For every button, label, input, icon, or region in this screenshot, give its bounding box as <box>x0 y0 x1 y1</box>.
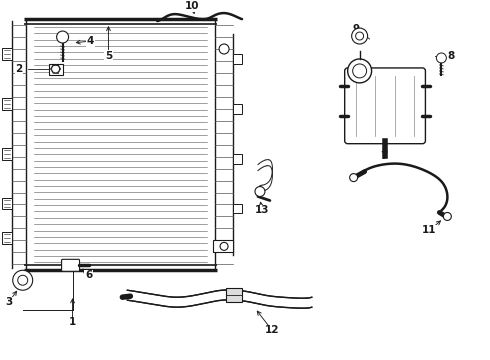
Text: 9: 9 <box>352 24 359 34</box>
Text: 11: 11 <box>422 225 437 235</box>
Text: 6: 6 <box>85 270 92 280</box>
Text: 1: 1 <box>69 317 76 327</box>
Bar <box>2 233 12 244</box>
Bar <box>213 240 233 252</box>
Text: 10: 10 <box>185 1 199 11</box>
Text: 12: 12 <box>265 325 279 335</box>
Text: 13: 13 <box>255 206 269 216</box>
Text: 5: 5 <box>105 51 112 61</box>
Circle shape <box>18 275 28 285</box>
Circle shape <box>353 64 367 78</box>
Circle shape <box>57 31 69 43</box>
Circle shape <box>350 174 358 181</box>
Text: 4: 4 <box>87 36 94 46</box>
Text: 8: 8 <box>448 51 455 61</box>
Bar <box>233 154 242 164</box>
Circle shape <box>348 59 371 83</box>
FancyBboxPatch shape <box>62 259 79 271</box>
Circle shape <box>219 44 229 54</box>
Circle shape <box>443 212 451 220</box>
FancyBboxPatch shape <box>344 68 425 144</box>
Text: 7: 7 <box>380 150 387 161</box>
Bar <box>2 98 12 110</box>
Bar <box>2 148 12 159</box>
Bar <box>2 48 12 60</box>
Text: 2: 2 <box>15 64 23 74</box>
Circle shape <box>255 186 265 197</box>
Text: 3: 3 <box>5 297 12 307</box>
FancyBboxPatch shape <box>49 64 63 75</box>
Bar <box>233 203 242 213</box>
Bar <box>233 104 242 114</box>
Circle shape <box>356 32 364 40</box>
Circle shape <box>352 28 368 44</box>
Bar <box>233 54 242 64</box>
Circle shape <box>220 242 228 250</box>
Bar <box>225 288 242 302</box>
Circle shape <box>13 270 33 290</box>
Circle shape <box>437 53 446 63</box>
Bar <box>2 198 12 210</box>
Circle shape <box>51 65 60 73</box>
